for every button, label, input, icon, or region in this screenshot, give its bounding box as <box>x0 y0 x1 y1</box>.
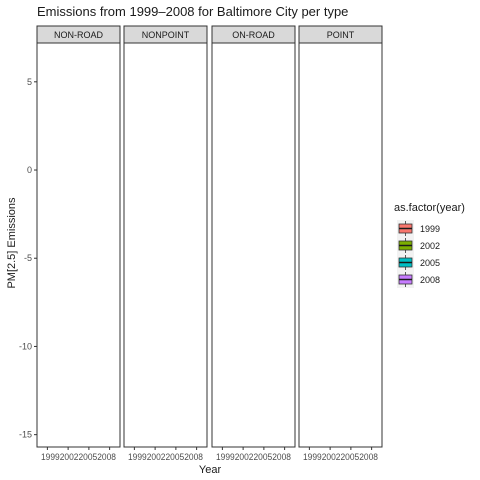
x-tick-labels: 1999200220052008 <box>128 452 203 462</box>
y-tick-label: 0 <box>27 165 32 175</box>
legend-item-2005: 2005 <box>397 254 440 271</box>
legend-label: 2005 <box>420 258 440 268</box>
y-tick-label: 5 <box>27 77 32 87</box>
legend-item-2008: 2008 <box>397 271 440 288</box>
legend: as.factor(year) 1999 2002 2005 2008 <box>394 202 465 288</box>
facet-panel: POINT 1999200220052008 <box>298 25 383 462</box>
panel-border <box>36 42 121 448</box>
x-axis-label: Year <box>199 464 222 476</box>
y-axis-label: PM[2.5] Emissions <box>6 197 18 289</box>
legend-label: 1999 <box>420 224 440 234</box>
facet-strip-label: NONPOINT <box>142 30 190 40</box>
y-tick-label: -10 <box>19 341 32 351</box>
x-tick-labels: 1999200220052008 <box>216 452 291 462</box>
facet-strip-label: POINT <box>327 30 355 40</box>
facet-panel: ON-ROAD 1999200220052008 <box>211 25 296 462</box>
facet-panel: NONPOINT 1999200220052008 <box>123 25 208 462</box>
legend-label: 2008 <box>420 275 440 285</box>
facet-strip-label: NON-ROAD <box>54 30 103 40</box>
legend-title: as.factor(year) <box>394 202 465 214</box>
facet-panel: NON-ROAD 1999200220052008 <box>36 25 121 462</box>
legend-item-1999: 1999 <box>397 220 440 237</box>
y-axis: 5 0 -5 -10 -15 <box>19 77 37 440</box>
panel-border <box>123 42 208 448</box>
chart-title: Emissions from 1999–2008 for Baltimore C… <box>37 4 348 19</box>
y-tick-label: -15 <box>19 430 32 440</box>
legend-item-2002: 2002 <box>397 237 440 254</box>
panels-layer: NON-ROAD 1999200220052008 NONPOINT 19992002… <box>36 25 383 462</box>
facet-strip-label: ON-ROAD <box>232 30 275 40</box>
y-tick-label: -5 <box>24 253 32 263</box>
panel-border <box>298 42 383 448</box>
x-tick-labels: 1999200220052008 <box>303 452 378 462</box>
panel-border <box>211 42 296 448</box>
legend-label: 2002 <box>420 241 440 251</box>
x-tick-labels: 1999200220052008 <box>41 452 116 462</box>
